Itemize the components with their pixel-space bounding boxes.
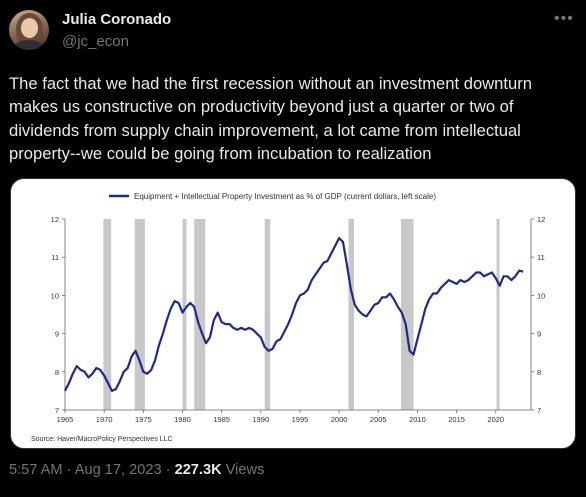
y-tick-label-right: 7 bbox=[537, 406, 541, 415]
x-tick-label: 2015 bbox=[448, 415, 465, 424]
y-tick-label-left: 7 bbox=[55, 406, 59, 415]
y-tick-label-left: 8 bbox=[55, 368, 59, 377]
x-tick-label: 1985 bbox=[213, 415, 230, 424]
chart-legend: Equipment + Intellectual Property Invest… bbox=[109, 192, 436, 201]
y-tick-label-right: 11 bbox=[537, 253, 545, 262]
line-chart: 7 7 8 8 9 9 10 10 11 11 12 12 1965 1970 1975 1980 1985 19… bbox=[31, 192, 546, 443]
legend-label: Equipment + Intellectual Property Invest… bbox=[134, 192, 436, 201]
recession-band bbox=[400, 219, 414, 410]
avatar[interactable] bbox=[9, 10, 49, 50]
author-name[interactable]: Julia Coronado bbox=[62, 11, 172, 28]
x-tick-label: 1980 bbox=[174, 415, 191, 424]
recession-band bbox=[103, 219, 112, 410]
recession-band bbox=[182, 219, 187, 410]
tweet-meta: 5:57 AM · Aug 17, 2023 · 227.3K Views bbox=[9, 462, 264, 478]
x-tick-label: 1995 bbox=[292, 415, 309, 424]
recession-band bbox=[496, 219, 500, 410]
recession-band bbox=[348, 219, 354, 410]
x-tick-label: 2000 bbox=[331, 415, 348, 424]
y-tick-label-right: 12 bbox=[537, 215, 545, 224]
chart-axes: 7 7 8 8 9 9 10 10 11 11 12 12 1965 1970 1975 1980 1985 19… bbox=[51, 215, 546, 424]
tweet-time[interactable]: 5:57 AM bbox=[9, 462, 63, 478]
y-tick-label-right: 8 bbox=[537, 368, 541, 377]
recession-band bbox=[264, 219, 271, 410]
x-tick-label: 2010 bbox=[409, 415, 426, 424]
meta-separator: · bbox=[66, 462, 72, 478]
y-tick-label-right: 9 bbox=[537, 330, 541, 339]
x-tick-label: 1975 bbox=[135, 415, 152, 424]
y-tick-label-left: 11 bbox=[51, 253, 59, 262]
more-horizontal-icon[interactable]: ••• bbox=[554, 10, 574, 27]
x-tick-label: 1970 bbox=[96, 415, 113, 424]
tweet-text: The fact that we had the first recession… bbox=[9, 74, 537, 163]
x-tick-label: 1965 bbox=[57, 415, 74, 424]
recession-band bbox=[194, 219, 206, 410]
y-tick-label-left: 12 bbox=[51, 215, 59, 224]
series-line bbox=[64, 237, 524, 392]
x-tick-label: 2005 bbox=[370, 415, 387, 424]
recession-band bbox=[134, 219, 145, 410]
y-tick-label-left: 9 bbox=[55, 330, 59, 339]
tweet-date[interactable]: Aug 17, 2023 bbox=[74, 462, 162, 478]
y-tick-label-left: 10 bbox=[51, 291, 59, 300]
recession-bands bbox=[103, 219, 500, 410]
views-label: Views bbox=[225, 462, 265, 478]
meta-separator: · bbox=[165, 462, 171, 478]
tweet-media-chart[interactable]: 7 7 8 8 9 9 10 10 11 11 12 12 1965 1970 1975 1980 1985 19… bbox=[10, 178, 576, 449]
y-tick-label-right: 10 bbox=[537, 291, 545, 300]
chart-source: Source: Haver/MacroPolicy Perspectives L… bbox=[31, 436, 173, 443]
x-tick-label: 1990 bbox=[252, 415, 269, 424]
x-tick-label: 2020 bbox=[487, 415, 504, 424]
views-count: 227.3K bbox=[174, 462, 222, 478]
tweet-header: Julia Coronado @jc_econ ••• bbox=[0, 0, 586, 62]
author-handle[interactable]: @jc_econ bbox=[62, 33, 129, 50]
